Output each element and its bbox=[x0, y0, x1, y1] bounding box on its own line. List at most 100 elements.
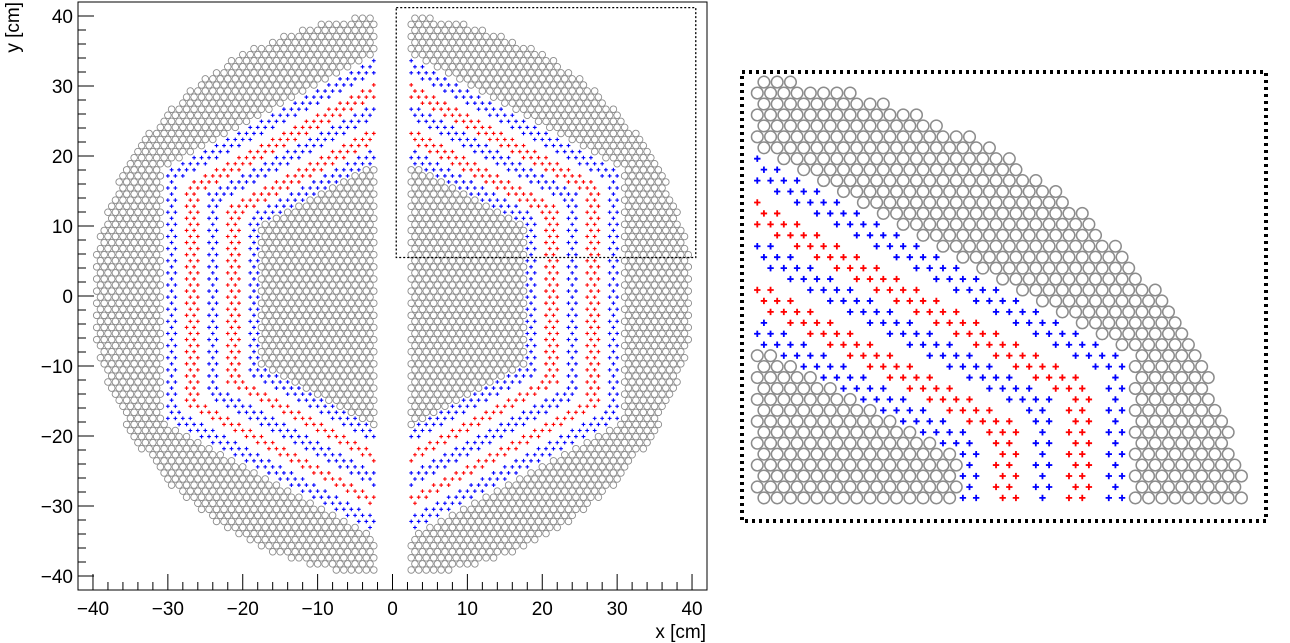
passive-fibre-marker bbox=[310, 56, 318, 65]
y-tick-label: 0 bbox=[62, 287, 73, 308]
passive-fibre-marker bbox=[422, 238, 430, 247]
blue-cross-marker bbox=[517, 367, 522, 372]
passive-fibre-marker bbox=[757, 491, 771, 505]
passive-fibre-marker bbox=[635, 414, 644, 423]
passive-fibre-marker bbox=[145, 214, 153, 223]
passive-fibre-marker bbox=[411, 560, 419, 568]
passive-fibre-marker bbox=[508, 317, 517, 326]
blue-cross-marker bbox=[1118, 429, 1126, 436]
passive-fibre-marker bbox=[527, 69, 535, 77]
red-cross-marker bbox=[371, 458, 376, 463]
passive-fibre-marker bbox=[272, 481, 281, 489]
red-cross-marker bbox=[992, 461, 1000, 469]
passive-fibre-marker bbox=[422, 190, 430, 198]
red-cross-marker bbox=[368, 89, 372, 93]
passive-fibre-marker bbox=[594, 93, 603, 101]
passive-fibre-marker bbox=[823, 491, 837, 505]
passive-fibre-marker bbox=[295, 372, 303, 380]
passive-fibre-marker bbox=[362, 372, 371, 380]
red-cross-marker bbox=[233, 246, 238, 251]
passive-fibre-marker bbox=[152, 190, 161, 198]
passive-fibre-marker bbox=[104, 329, 112, 338]
red-cross-marker bbox=[345, 489, 350, 494]
passive-fibre-marker bbox=[463, 341, 472, 350]
passive-fibre-marker bbox=[527, 93, 535, 101]
passive-fibre-marker bbox=[534, 529, 543, 538]
passive-fibre-marker bbox=[444, 396, 453, 404]
passive-fibre-marker bbox=[242, 505, 251, 514]
passive-fibre-marker bbox=[1168, 447, 1182, 461]
blue-cross-marker bbox=[274, 422, 279, 427]
passive-fibre-marker bbox=[587, 469, 595, 477]
blue-cross-marker bbox=[409, 155, 414, 160]
blue-cross-marker bbox=[428, 113, 432, 118]
blue-cross-marker bbox=[615, 380, 620, 384]
passive-fibre-marker bbox=[134, 414, 142, 423]
blue-cross-marker bbox=[244, 131, 249, 136]
blue-cross-marker bbox=[443, 89, 447, 93]
passive-fibre-marker bbox=[347, 56, 356, 65]
passive-fibre-marker bbox=[512, 529, 520, 538]
passive-fibre-marker bbox=[414, 44, 423, 53]
passive-fibre-marker bbox=[471, 63, 479, 71]
passive-fibre-marker bbox=[370, 275, 378, 283]
passive-fibre-marker bbox=[107, 384, 116, 392]
red-cross-marker bbox=[293, 137, 298, 142]
passive-fibre-marker bbox=[321, 220, 329, 229]
blue-cross-marker bbox=[368, 513, 372, 518]
red-cross-marker bbox=[278, 452, 283, 457]
passive-fibre-marker bbox=[568, 451, 576, 459]
passive-fibre-marker bbox=[654, 166, 663, 174]
passive-fibre-marker bbox=[1175, 414, 1189, 428]
red-cross-marker bbox=[551, 264, 556, 269]
passive-fibre-marker bbox=[493, 354, 502, 362]
passive-fibre-marker bbox=[426, 244, 434, 253]
passive-fibre-marker bbox=[613, 438, 621, 447]
passive-fibre-marker bbox=[261, 317, 269, 326]
red-cross-marker bbox=[461, 167, 466, 172]
blue-cross-marker bbox=[263, 125, 268, 130]
blue-cross-marker bbox=[409, 58, 414, 63]
passive-fibre-marker bbox=[949, 458, 963, 472]
passive-fibre-marker bbox=[624, 287, 633, 295]
passive-fibre-marker bbox=[111, 354, 120, 362]
passive-fibre-marker bbox=[366, 317, 374, 326]
passive-fibre-marker bbox=[332, 335, 341, 344]
passive-fibre-marker bbox=[407, 554, 415, 562]
passive-fibre-marker bbox=[665, 220, 674, 229]
blue-cross-marker bbox=[345, 161, 350, 166]
passive-fibre-marker bbox=[609, 444, 618, 453]
y-tick-label: −40 bbox=[41, 567, 73, 588]
blue-cross-marker bbox=[293, 101, 298, 106]
red-cross-marker bbox=[555, 174, 560, 178]
blue-cross-marker bbox=[255, 210, 260, 215]
red-cross-marker bbox=[472, 416, 477, 421]
passive-fibre-marker bbox=[471, 329, 479, 338]
red-cross-marker bbox=[192, 277, 196, 281]
passive-fibre-marker bbox=[272, 335, 281, 344]
blue-cross-marker bbox=[566, 313, 571, 318]
passive-fibre-marker bbox=[534, 117, 543, 126]
blue-cross-marker bbox=[304, 434, 309, 439]
passive-fibre-marker bbox=[321, 535, 329, 544]
blue-cross-marker bbox=[611, 252, 616, 257]
passive-fibre-marker bbox=[201, 499, 210, 508]
red-cross-marker bbox=[424, 143, 429, 148]
passive-fibre-marker bbox=[242, 481, 251, 489]
passive-fibre-marker bbox=[107, 238, 116, 247]
passive-fibre-marker bbox=[426, 14, 434, 23]
passive-fibre-marker bbox=[340, 360, 348, 368]
passive-fibre-marker bbox=[620, 366, 629, 374]
y-tick-label: −20 bbox=[41, 427, 73, 448]
passive-fibre-marker bbox=[261, 99, 269, 107]
passive-fibre-marker bbox=[340, 347, 348, 356]
red-cross-marker bbox=[293, 416, 298, 421]
passive-fibre-marker bbox=[501, 257, 509, 265]
passive-fibre-marker bbox=[456, 281, 464, 289]
passive-fibre-marker bbox=[635, 147, 644, 156]
passive-fibre-marker bbox=[527, 56, 535, 65]
red-cross-marker bbox=[521, 398, 526, 403]
passive-fibre-marker bbox=[265, 347, 273, 356]
passive-fibre-marker bbox=[628, 244, 636, 253]
passive-fibre-marker bbox=[650, 257, 659, 265]
